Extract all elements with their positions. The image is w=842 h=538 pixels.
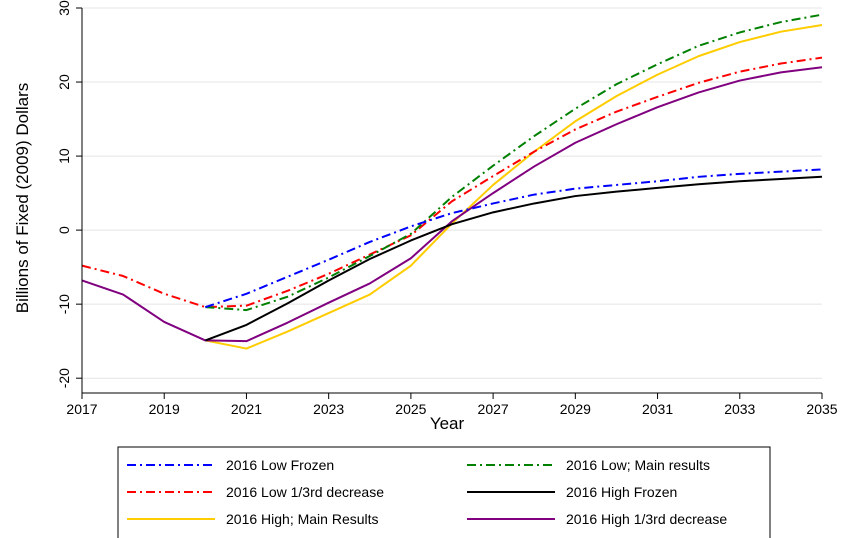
y-tick-label: -10 [56,294,72,314]
x-tick-label: 2035 [806,401,837,417]
x-tick-label: 2023 [313,401,344,417]
series-line-4 [205,24,823,350]
series-line-1 [205,13,823,312]
y-tick-label: 10 [56,148,72,164]
y-tick-label: 30 [56,0,72,16]
legend-box [117,446,771,538]
x-tick-label: 2021 [231,401,262,417]
x-axis-title: Year [430,414,465,433]
x-tick-label: 2031 [642,401,673,417]
x-tick-label: 2025 [395,401,426,417]
series-line-3 [204,175,823,342]
legend-label-1: 2016 Low; Main results [566,457,710,473]
x-tick-label: 2033 [724,401,755,417]
y-tick-label: 0 [56,226,72,234]
axes: 30 20 10 0 -10 -20 2017 2019 2021 2023 2025 2027 202… [56,0,838,417]
legend-label-0: 2016 Low Frozen [226,457,334,473]
series-line-5 [81,66,823,343]
series-line-0 [205,168,823,309]
x-tick-label: 2019 [149,401,180,417]
y-tick-label: 20 [56,74,72,90]
x-tick-label: 2027 [478,401,509,417]
legend-label-2: 2016 Low 1/3rd decrease [226,484,384,500]
plot-area [81,13,823,350]
x-tick-label: 2017 [66,401,97,417]
series-line-2 [81,56,823,309]
legend-label-5: 2016 High 1/3rd decrease [566,511,727,527]
legend-label-3: 2016 High Frozen [566,484,677,500]
grid-lines [82,7,822,379]
legend: 2016 Low Frozen 2016 Low; Main results 201… [117,446,771,538]
y-axis-title: Billions of Fixed (2009) Dollars [13,83,32,314]
legend-label-4: 2016 High; Main Results [226,511,379,527]
y-tick-label: -20 [56,368,72,388]
x-tick-label: 2029 [560,401,591,417]
